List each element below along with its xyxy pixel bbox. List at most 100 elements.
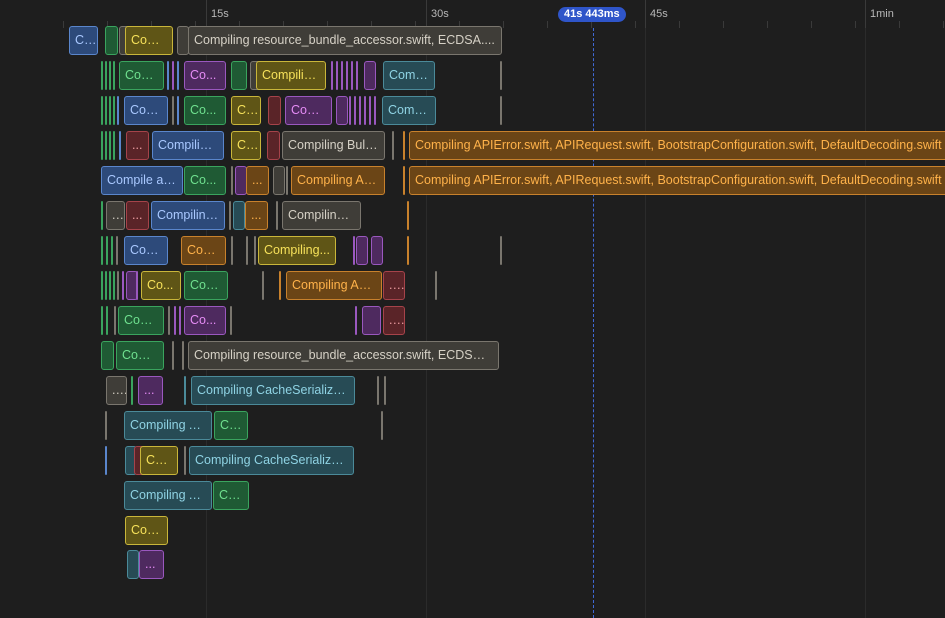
task-sliver[interactable]	[109, 271, 111, 300]
task-bar[interactable]: Co...	[184, 306, 226, 335]
task-bar[interactable]: Com...	[125, 516, 168, 545]
task-sliver[interactable]	[113, 271, 115, 300]
task-bar[interactable]: Co...	[141, 271, 181, 300]
task-sliver[interactable]	[109, 61, 111, 90]
task-bar[interactable]	[371, 236, 383, 265]
task-sliver[interactable]	[101, 61, 103, 90]
task-bar[interactable]: Co...	[184, 166, 226, 195]
task-bar[interactable]	[101, 341, 114, 370]
task-sliver[interactable]	[111, 236, 113, 265]
task-bar[interactable]	[364, 61, 376, 90]
task-bar[interactable]: Compiling A...	[124, 481, 212, 510]
task-sliver[interactable]	[403, 166, 405, 195]
task-sliver[interactable]	[119, 131, 121, 160]
task-sliver[interactable]	[353, 236, 355, 265]
task-sliver[interactable]	[254, 236, 256, 265]
task-bar[interactable]: ...	[383, 271, 405, 300]
task-bar[interactable]: ...	[126, 131, 149, 160]
task-sliver[interactable]	[114, 306, 116, 335]
task-sliver[interactable]	[172, 96, 174, 125]
task-sliver[interactable]	[113, 61, 115, 90]
task-bar[interactable]: Compiling...	[258, 236, 336, 265]
task-bar[interactable]: ...	[106, 376, 127, 405]
task-sliver[interactable]	[407, 201, 409, 230]
task-sliver[interactable]	[113, 131, 115, 160]
task-bar[interactable]: Com...	[181, 236, 226, 265]
task-sliver[interactable]	[229, 201, 231, 230]
task-bar[interactable]: Compile as...	[101, 166, 183, 195]
task-sliver[interactable]	[182, 341, 184, 370]
task-bar[interactable]: Compi...	[382, 96, 436, 125]
task-sliver[interactable]	[136, 271, 138, 300]
task-sliver[interactable]	[172, 341, 174, 370]
task-sliver[interactable]	[364, 96, 366, 125]
task-sliver[interactable]	[117, 96, 119, 125]
task-sliver[interactable]	[105, 96, 107, 125]
task-bar[interactable]: Compiling APIError.swift, APIRequest.swi…	[409, 166, 945, 195]
task-bar[interactable]: Com...	[125, 26, 173, 55]
task-bar[interactable]: Com...	[124, 236, 168, 265]
task-bar[interactable]: Compiling resource_bundle_accessor.swift…	[188, 341, 499, 370]
task-bar[interactable]	[362, 306, 381, 335]
task-sliver[interactable]	[403, 131, 405, 160]
task-bar[interactable]: Co...	[184, 96, 226, 125]
task-bar[interactable]: Com...	[184, 271, 228, 300]
task-sliver[interactable]	[122, 271, 124, 300]
task-bar[interactable]: Compiling Bulk...	[282, 131, 385, 160]
task-sliver[interactable]	[341, 61, 343, 90]
task-sliver[interactable]	[355, 306, 357, 335]
task-bar[interactable]: Co...	[140, 446, 178, 475]
task-bar[interactable]: C...	[69, 26, 98, 55]
task-sliver[interactable]	[101, 96, 103, 125]
task-bar[interactable]: Comp...	[383, 61, 435, 90]
task-sliver[interactable]	[374, 96, 376, 125]
task-bar[interactable]	[356, 236, 368, 265]
task-bar[interactable]	[233, 201, 245, 230]
task-bar[interactable]: Compiling Ad...	[291, 166, 385, 195]
task-sliver[interactable]	[231, 166, 233, 195]
task-bar[interactable]: ...	[138, 376, 163, 405]
task-sliver[interactable]	[500, 96, 502, 125]
task-sliver[interactable]	[500, 61, 502, 90]
task-bar[interactable]: Compilin...	[256, 61, 326, 90]
task-sliver[interactable]	[392, 131, 394, 160]
timeline-ruler[interactable]: 15s 30s 45s 1min	[0, 0, 945, 28]
task-sliver[interactable]	[381, 411, 383, 440]
task-bar[interactable]: Compiling resource_bundle_accessor.swift…	[188, 26, 502, 55]
task-bar[interactable]	[105, 26, 118, 55]
task-sliver[interactable]	[174, 306, 176, 335]
time-cursor-line[interactable]	[593, 28, 594, 618]
task-sliver[interactable]	[351, 61, 353, 90]
task-sliver[interactable]	[184, 376, 186, 405]
task-bar[interactable]	[336, 96, 348, 125]
task-bar[interactable]: ...	[383, 306, 405, 335]
task-sliver[interactable]	[377, 376, 379, 405]
task-bar[interactable]: Com...	[118, 306, 164, 335]
task-bar[interactable]: Co...	[184, 61, 226, 90]
task-sliver[interactable]	[105, 61, 107, 90]
task-sliver[interactable]	[117, 271, 119, 300]
task-bar[interactable]	[273, 166, 285, 195]
task-bar[interactable]: Com...	[285, 96, 332, 125]
task-sliver[interactable]	[435, 271, 437, 300]
task-sliver[interactable]	[230, 306, 232, 335]
task-sliver[interactable]	[286, 166, 288, 195]
task-sliver[interactable]	[101, 131, 103, 160]
task-bar[interactable]: Co...	[214, 411, 248, 440]
task-sliver[interactable]	[262, 271, 264, 300]
task-sliver[interactable]	[346, 61, 348, 90]
time-cursor-badge[interactable]: 41s 443ms	[558, 7, 626, 22]
task-bar[interactable]: Compiling CacheSerialize...	[191, 376, 355, 405]
task-sliver[interactable]	[101, 271, 103, 300]
task-bar[interactable]: Compiling Adj...	[286, 271, 382, 300]
task-sliver[interactable]	[179, 306, 181, 335]
task-bar[interactable]: Com...	[119, 61, 164, 90]
task-sliver[interactable]	[105, 446, 107, 475]
task-bar[interactable]: Compiling APIError.swift, APIRequest.swi…	[409, 131, 945, 160]
task-bar[interactable]	[127, 550, 139, 579]
task-bar[interactable]: ...	[246, 166, 269, 195]
task-sliver[interactable]	[246, 236, 248, 265]
task-sliver[interactable]	[336, 61, 338, 90]
task-sliver[interactable]	[177, 96, 179, 125]
task-sliver[interactable]	[359, 96, 361, 125]
